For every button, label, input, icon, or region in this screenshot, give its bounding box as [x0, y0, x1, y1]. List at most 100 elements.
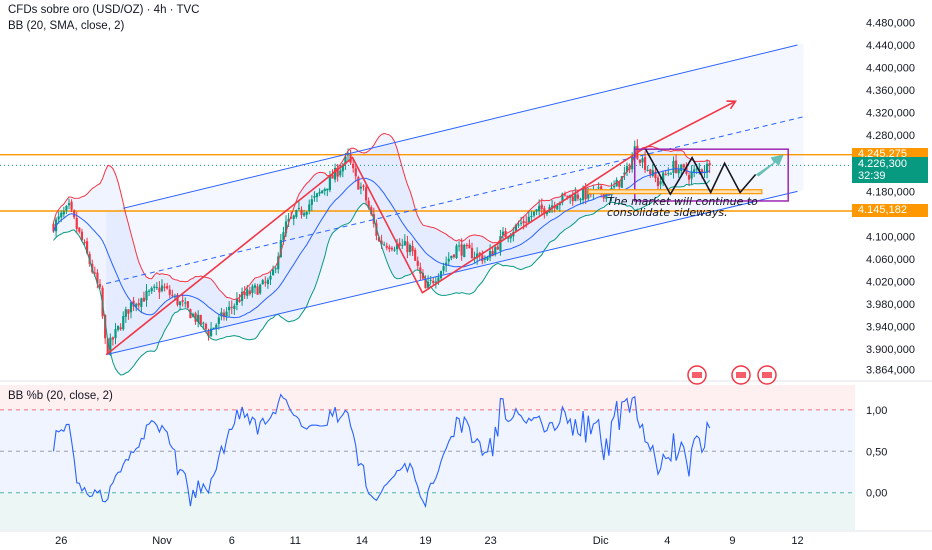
candle-body[interactable] [530, 216, 533, 218]
candle-body[interactable] [672, 160, 675, 173]
candle-body[interactable] [302, 213, 306, 216]
candle-body[interactable] [695, 168, 698, 170]
candle-body[interactable] [83, 241, 86, 243]
channel-upper-line[interactable] [123, 44, 798, 209]
candle-body[interactable] [532, 211, 536, 216]
sideways-path[interactable] [644, 148, 757, 196]
candle-body[interactable] [215, 324, 218, 329]
candle-body[interactable] [517, 224, 520, 226]
candle-body[interactable] [109, 337, 112, 356]
candle-body[interactable] [178, 301, 182, 306]
candle-body[interactable] [563, 194, 567, 196]
candle-body[interactable] [284, 221, 288, 234]
candle-body[interactable] [147, 290, 151, 292]
candle-body[interactable] [209, 328, 213, 337]
candle-body[interactable] [669, 173, 673, 175]
candle-body[interactable] [122, 315, 125, 330]
candle-body[interactable] [116, 325, 120, 330]
candle-body[interactable] [290, 217, 293, 219]
candle-body[interactable] [687, 175, 691, 180]
candle-body[interactable] [207, 330, 210, 337]
candle-body[interactable] [114, 329, 117, 339]
candle-body[interactable] [597, 187, 600, 189]
candle-body[interactable] [488, 251, 492, 258]
candle-body[interactable] [256, 286, 259, 295]
candle-body[interactable] [455, 245, 458, 259]
candle-body[interactable] [106, 338, 109, 355]
candle-body[interactable] [623, 172, 626, 175]
candle-body[interactable] [341, 164, 344, 172]
candle-body[interactable] [705, 163, 709, 173]
candle-body[interactable] [153, 286, 156, 288]
candle-body[interactable] [667, 173, 670, 175]
breakout-arrow-icon[interactable] [755, 154, 784, 177]
candle-body[interactable] [279, 240, 282, 258]
candle-body[interactable] [566, 195, 569, 199]
candle-body[interactable] [561, 193, 564, 203]
candle-body[interactable] [618, 181, 621, 187]
candle-body[interactable] [354, 168, 357, 177]
candle-body[interactable] [656, 177, 660, 186]
candle-body[interactable] [269, 275, 272, 280]
candle-body[interactable] [166, 286, 169, 289]
candle-body[interactable] [228, 306, 231, 311]
candle-body[interactable] [527, 216, 530, 223]
candle-body[interactable] [282, 232, 285, 241]
candle-body[interactable] [57, 216, 60, 220]
candle-body[interactable] [253, 285, 257, 288]
candle-body[interactable] [359, 186, 363, 189]
candle-body[interactable] [406, 241, 409, 253]
candle-body[interactable] [181, 300, 184, 302]
candle-body[interactable] [429, 279, 432, 281]
candle-body[interactable] [424, 278, 427, 289]
candle-body[interactable] [538, 205, 541, 211]
consolidation-box[interactable] [634, 148, 789, 202]
bbpb-indicator-legend[interactable]: BB %b (20, close, 2) [8, 390, 113, 402]
candle-body[interactable] [96, 272, 99, 284]
candle-body[interactable] [60, 212, 63, 218]
candle-body[interactable] [690, 171, 693, 179]
candle-body[interactable] [439, 271, 443, 279]
candle-body[interactable] [625, 166, 629, 172]
candle-body[interactable] [158, 287, 161, 293]
candle-body[interactable] [129, 302, 133, 313]
candle-body[interactable] [251, 286, 254, 293]
candle-body[interactable] [432, 280, 435, 284]
candle-body[interactable] [135, 304, 138, 308]
candle-body[interactable] [571, 196, 574, 202]
candle-body[interactable] [473, 256, 476, 259]
candle-body[interactable] [646, 169, 649, 171]
candle-body[interactable] [362, 185, 365, 187]
candle-body[interactable] [543, 208, 546, 214]
channel-mid-line[interactable] [106, 116, 804, 285]
candle-body[interactable] [426, 281, 430, 288]
candle-body[interactable] [145, 290, 148, 301]
candle-body[interactable] [398, 242, 401, 246]
candle-body[interactable] [483, 258, 487, 260]
candle-body[interactable] [197, 314, 200, 323]
candle-body[interactable] [78, 227, 81, 232]
candle-body[interactable] [641, 158, 644, 163]
candle-body[interactable] [137, 303, 140, 306]
candle-body[interactable] [540, 204, 543, 210]
candle-body[interactable] [651, 170, 654, 176]
candle-body[interactable] [321, 190, 324, 194]
candle-body[interactable] [204, 323, 208, 330]
candle-body[interactable] [67, 203, 71, 206]
candle-body[interactable] [295, 210, 298, 217]
candle-body[interactable] [545, 211, 549, 215]
candle-body[interactable] [235, 298, 239, 305]
candle-body[interactable] [486, 256, 489, 260]
candle-body[interactable] [119, 327, 122, 330]
candle-body[interactable] [693, 169, 696, 172]
candle-body[interactable] [333, 167, 337, 180]
candle-body[interactable] [326, 188, 329, 191]
candle-body[interactable] [127, 309, 130, 314]
candle-body[interactable] [491, 251, 494, 257]
candle-body[interactable] [243, 292, 246, 296]
candle-body[interactable] [111, 337, 115, 340]
candle-body[interactable] [437, 277, 440, 283]
candle-body[interactable] [450, 255, 453, 259]
candle-body[interactable] [442, 266, 445, 271]
